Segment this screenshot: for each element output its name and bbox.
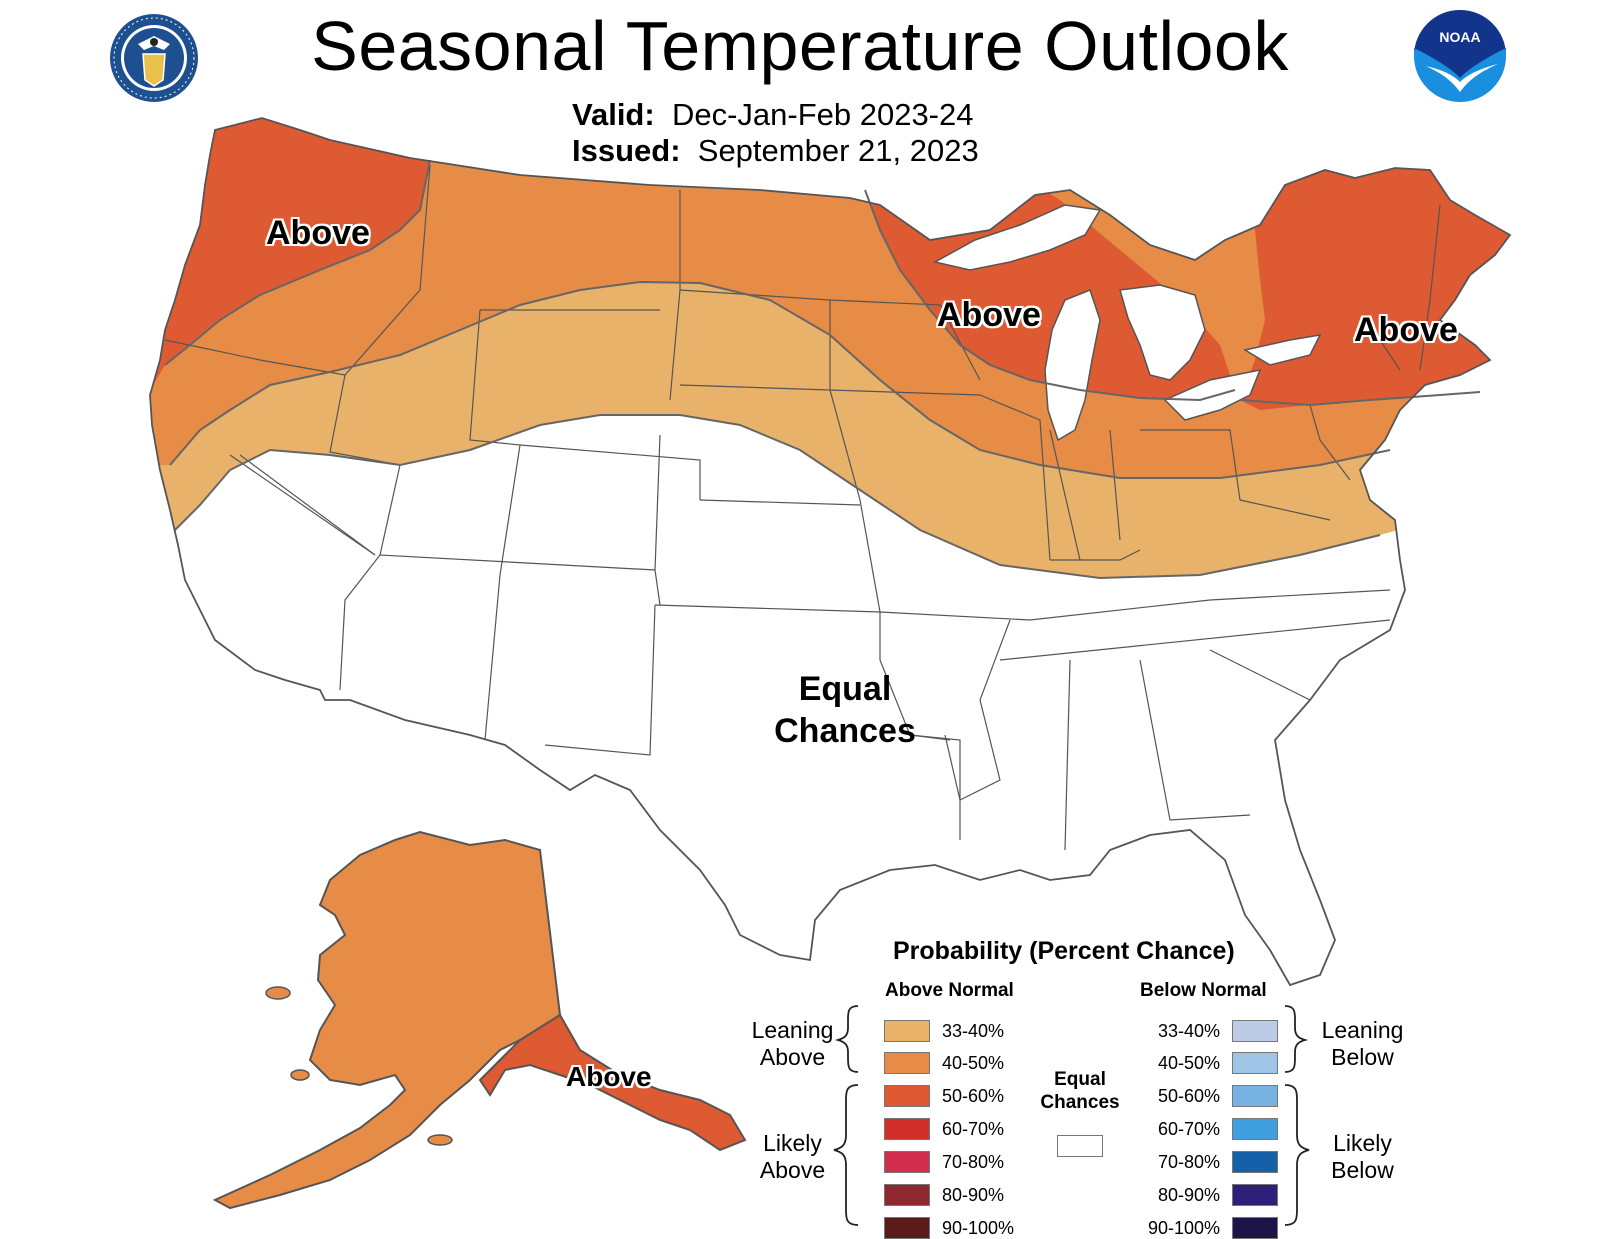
legend-equal-swatch <box>1057 1135 1103 1157</box>
label-above-northeast: Above <box>1354 311 1458 349</box>
legend-swatch <box>1232 1020 1278 1042</box>
legend-likely-below: Likely Below <box>1310 1130 1415 1184</box>
leaning-above-line2: Above <box>759 1044 826 1070</box>
legend-below-header: Below Normal <box>1140 980 1267 1001</box>
legend-equal-line1: Equal <box>1054 1069 1106 1090</box>
noaa-logo-icon: NOAA <box>1414 10 1506 102</box>
legend-range-label: 60-70% <box>1157 1119 1220 1139</box>
legend-swatch <box>884 1085 930 1107</box>
legend-leaning-below: Leaning Below <box>1310 1017 1415 1071</box>
leaning-below-line2: Below <box>1331 1044 1394 1070</box>
legend-range-label: 90-100% <box>942 1218 1015 1238</box>
leaning-above-line1: Leaning <box>751 1017 834 1043</box>
legend-range-label: 60-70% <box>942 1119 1005 1139</box>
legend-swatch <box>1232 1151 1278 1173</box>
valid-label: Valid: <box>572 97 655 132</box>
valid-value: Dec-Jan-Feb 2023-24 <box>671 97 974 132</box>
legend-range-label: 80-90% <box>942 1185 1005 1205</box>
legend-swatch <box>884 1184 930 1206</box>
legend-range-label: 90-100% <box>1147 1218 1220 1238</box>
issued-line: Issued: September 21, 2023 <box>572 133 979 169</box>
label-above-alaska: Above <box>566 1061 652 1092</box>
label-above-northwest: Above <box>266 214 370 252</box>
band-boundaries <box>164 159 1481 580</box>
legend-range-label: 33-40% <box>942 1021 1005 1041</box>
legend-swatch <box>1232 1118 1278 1140</box>
likely-above-line1: Likely <box>763 1130 822 1156</box>
legend-swatch <box>884 1151 930 1173</box>
alaska <box>212 830 747 1210</box>
legend-range-label: 70-80% <box>1157 1152 1220 1172</box>
legend-leaning-above: Leaning Above <box>740 1017 845 1071</box>
issued-value: September 21, 2023 <box>697 133 979 168</box>
great-lakes <box>932 204 1322 442</box>
label-above-great-lakes: Above <box>937 296 1041 334</box>
legend-swatch <box>884 1118 930 1140</box>
page-title: Seasonal Temperature Outlook <box>311 7 1289 85</box>
equal-chances-line1: Equal <box>798 670 892 708</box>
noaa-logo-text: NOAA <box>1439 29 1480 45</box>
band-likely-ne <box>1240 150 1510 410</box>
legend-range-label: 40-50% <box>942 1053 1005 1073</box>
label-equal-chances: Equal Chances <box>760 668 930 752</box>
legend-range-label: 50-60% <box>942 1086 1005 1106</box>
band-likely-nw <box>150 118 440 400</box>
legend-equal-line2: Chances <box>1040 1092 1120 1113</box>
legend-range-label: 33-40% <box>1157 1021 1220 1041</box>
legend-likely-above: Likely Above <box>740 1130 845 1184</box>
legend-swatch <box>884 1020 930 1042</box>
commerce-seal-icon <box>110 14 198 102</box>
legend-range-label: 40-50% <box>1157 1053 1220 1073</box>
legend-swatch <box>1232 1085 1278 1107</box>
likely-below-line2: Below <box>1331 1157 1394 1183</box>
state-borders <box>164 164 1441 851</box>
legend-swatch <box>1232 1217 1278 1239</box>
legend-equal-chances: Equal Chances <box>1030 1068 1130 1114</box>
leaning-below-line1: Leaning <box>1321 1017 1404 1043</box>
legend-range-label: 80-90% <box>1157 1185 1220 1205</box>
legend-range-label: 70-80% <box>942 1152 1005 1172</box>
issued-label: Issued: <box>572 133 681 168</box>
valid-line: Valid: Dec-Jan-Feb 2023-24 <box>572 97 974 133</box>
legend-swatch <box>1232 1184 1278 1206</box>
legend-swatch <box>884 1052 930 1074</box>
likely-above-line2: Above <box>759 1157 826 1183</box>
legend-braces <box>833 1005 1310 1226</box>
legend-title: Probability (Percent Chance) <box>893 937 1235 965</box>
likely-below-line1: Likely <box>1333 1130 1392 1156</box>
legend-range-label: 50-60% <box>1157 1086 1220 1106</box>
equal-chances-line2: Chances <box>774 712 916 750</box>
legend-swatch <box>1232 1052 1278 1074</box>
legend-above-header: Above Normal <box>885 980 1014 1001</box>
legend-swatch <box>884 1217 930 1239</box>
